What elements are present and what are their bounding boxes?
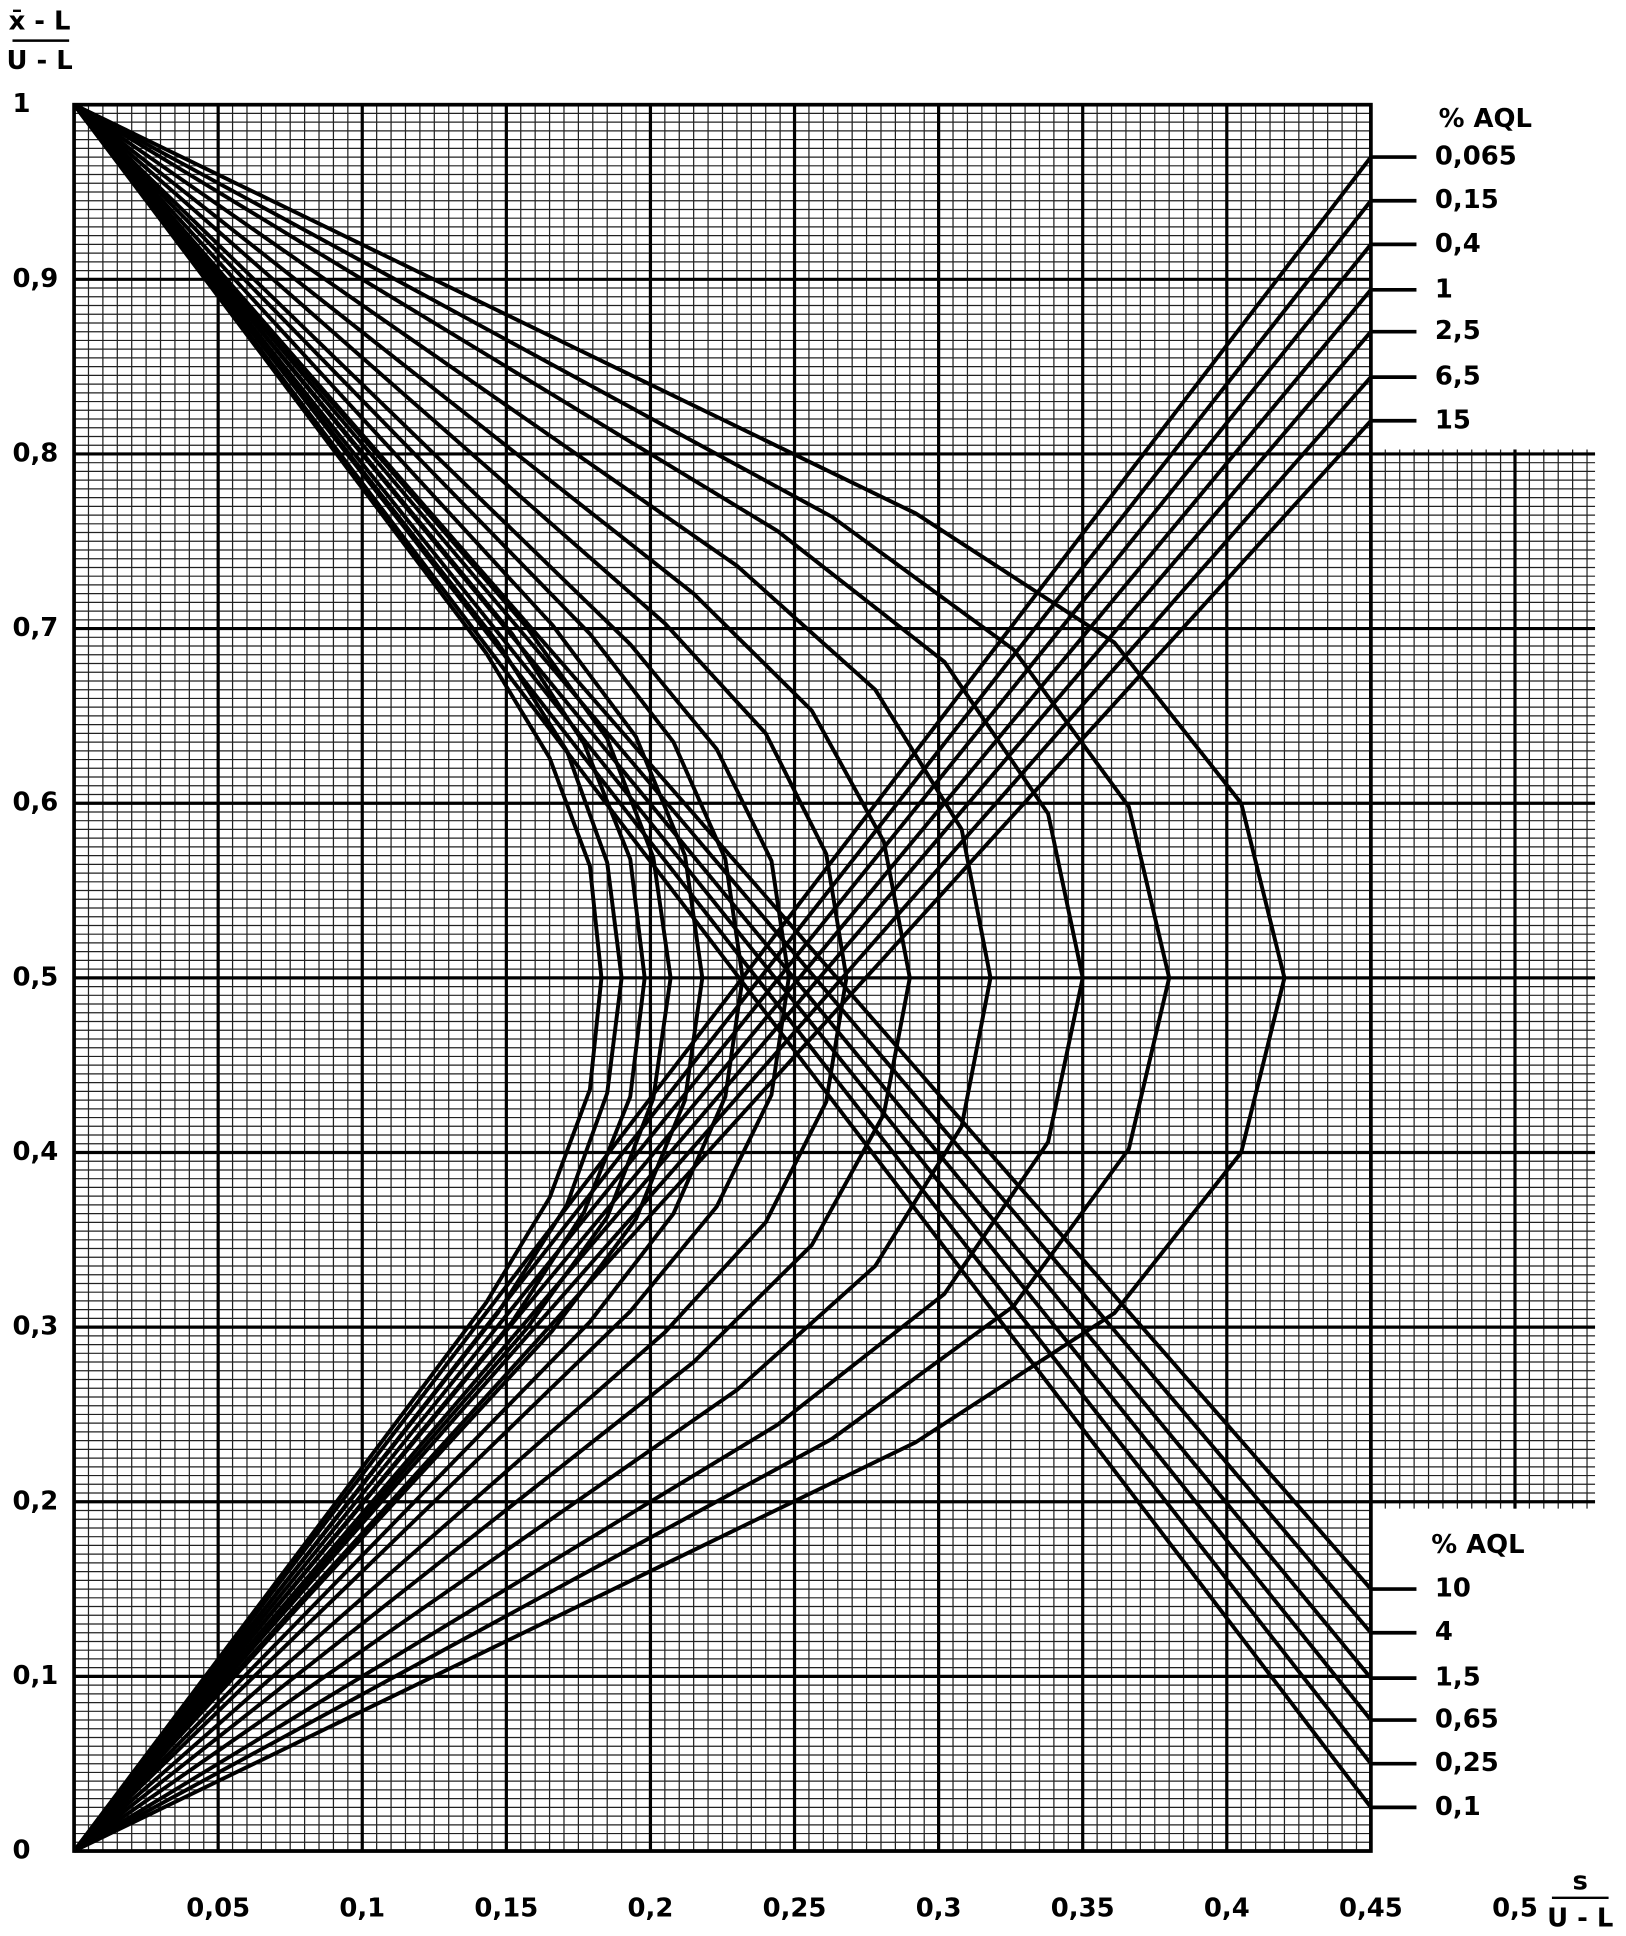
- legend-title-bottom: % AQL: [1431, 1530, 1524, 1560]
- legend-label: 0,065: [1435, 142, 1517, 172]
- aql-line: [72, 288, 1373, 1853]
- aql-curve: [72, 103, 647, 1853]
- x-tick-label: 0,5: [1492, 1893, 1538, 1923]
- aql-curve: [73, 102, 1172, 1853]
- aql-curve: [72, 103, 745, 1853]
- y-tick-label: 0,2: [12, 1486, 58, 1516]
- aql-curve: [72, 103, 791, 1853]
- aql-line: [72, 103, 1373, 1591]
- curves: [72, 102, 1373, 1853]
- y-tick-label: 0,5: [12, 962, 58, 992]
- legend-label: 0,15: [1435, 185, 1499, 215]
- aql-line: [72, 103, 1373, 1809]
- aql-line: [72, 155, 1373, 1853]
- legend-label: 0,4: [1435, 229, 1481, 259]
- x-tick-label: 0,35: [1051, 1893, 1115, 1923]
- y-tick-label: 0,4: [12, 1137, 58, 1167]
- aql-line: [72, 103, 1373, 1635]
- aql-curve: [73, 102, 1287, 1853]
- x-tick-label: 0,4: [1204, 1893, 1250, 1923]
- aql-curve: [72, 103, 849, 1853]
- y-tick-label: 0,3: [12, 1312, 58, 1342]
- legend-label: 0,1: [1435, 1792, 1481, 1822]
- labels: x̄ - L U - L s U - L % AQL % AQL 0 0,1 0,2…: [6, 7, 1613, 1934]
- legend-label: 4: [1435, 1617, 1453, 1647]
- x-label-denominator: U - L: [1547, 1903, 1613, 1933]
- plot-frame: [72, 102, 1373, 1853]
- legend-label: 2,5: [1435, 316, 1481, 346]
- legend-label: 6,5: [1435, 362, 1481, 392]
- y-tick-label: 0,1: [12, 1661, 58, 1691]
- x-tick-label: 0,2: [628, 1893, 674, 1923]
- aql-line: [72, 103, 1373, 1680]
- aql-curve: [72, 103, 604, 1853]
- x-tick-label: 0,05: [186, 1893, 250, 1923]
- x-tick-label: 0,3: [916, 1893, 962, 1923]
- y-label-numerator: x̄ - L: [9, 7, 71, 37]
- legend-label: 1: [1435, 274, 1453, 304]
- y-tick-label: 1: [12, 89, 30, 119]
- y-label-denominator: U - L: [6, 46, 72, 76]
- x-label-numerator: s: [1573, 1866, 1588, 1896]
- legend-label: 1,5: [1435, 1663, 1481, 1693]
- aql-line: [72, 103, 1373, 1722]
- x-tick-label: 0,25: [763, 1893, 827, 1923]
- y-tick-label: 0,9: [12, 264, 58, 294]
- aql-curve: [73, 102, 1085, 1853]
- aql-line: [72, 419, 1373, 1853]
- aql-curve: [72, 103, 912, 1853]
- x-tick-label: 0,45: [1339, 1893, 1403, 1923]
- legend-label: 0,65: [1435, 1705, 1499, 1735]
- y-tick-label: 0,6: [12, 788, 58, 818]
- x-tick-label: 0,15: [474, 1893, 538, 1923]
- aql-line: [72, 199, 1373, 1853]
- legend-label: 0,25: [1435, 1748, 1499, 1778]
- y-tick-label: 0: [12, 1836, 30, 1866]
- y-tick-label: 0,7: [12, 613, 58, 643]
- legend-title-top: % AQL: [1439, 104, 1532, 134]
- y-tick-label: 0,8: [12, 438, 58, 468]
- x-tick-label: 0,1: [339, 1893, 385, 1923]
- aql-line: [72, 243, 1373, 1853]
- aql-line: [72, 330, 1373, 1853]
- legend-label: 10: [1435, 1574, 1471, 1604]
- aql-line: [72, 103, 1373, 1765]
- aql-curve: [72, 103, 993, 1853]
- legend-label: 15: [1435, 405, 1471, 435]
- grid: [72, 102, 1596, 1853]
- aql-line: [72, 375, 1373, 1853]
